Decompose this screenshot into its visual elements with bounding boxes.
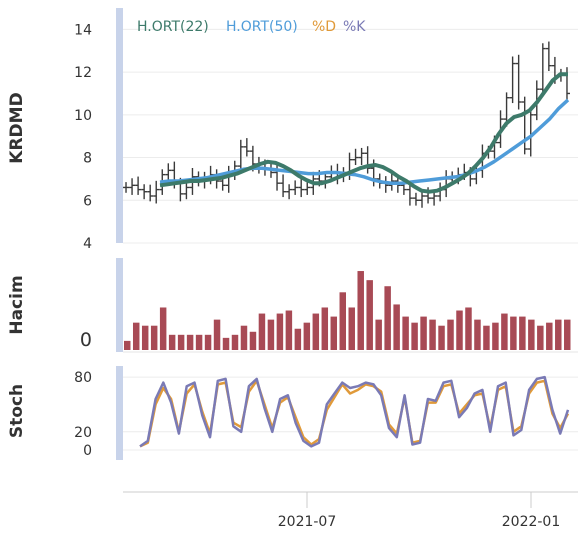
volume-bar: [474, 319, 481, 350]
volume-bar: [132, 322, 140, 350]
legend-ma22[interactable]: H.ORT(22): [137, 19, 209, 35]
volume-bar: [555, 319, 562, 350]
legend-stoch-d[interactable]: %D: [312, 19, 336, 35]
stoch-k-line: [139, 375, 570, 448]
volume-bar: [159, 307, 167, 350]
price-y-tick: 4: [83, 236, 92, 252]
price-y-tick: 6: [83, 193, 92, 209]
volume-bar: [339, 292, 346, 350]
volume-bar: [150, 325, 158, 350]
x-ticks: 2021-07 2022-01: [278, 492, 561, 530]
volume-bar: [177, 334, 185, 350]
stoch-panel-scrollbar[interactable]: [116, 366, 123, 460]
stoch-d-line: [139, 379, 570, 448]
volume-axis-title: Hacim: [7, 275, 27, 334]
volume-bar: [357, 271, 364, 350]
volume-bar: [402, 316, 409, 350]
stoch-y-tick: 20: [74, 425, 92, 441]
volume-bar: [312, 313, 320, 350]
volume-bars: [124, 271, 571, 350]
volume-bar: [213, 319, 221, 350]
legend-stoch-k[interactable]: %K: [343, 19, 366, 35]
price-panel: KRDMD 4 6 8 10 12 14 H.ORT(22) H.ORT(50): [7, 8, 578, 252]
volume-bar: [204, 334, 212, 350]
volume-bar: [258, 313, 266, 350]
volume-bar: [501, 313, 508, 350]
volume-bar: [222, 337, 230, 350]
volume-bar: [141, 325, 149, 350]
volume-bar: [186, 334, 194, 350]
volume-bar: [492, 322, 499, 350]
x-tick-label: 2022-01: [502, 514, 561, 530]
volume-bar: [384, 286, 391, 350]
volume-bar: [420, 316, 427, 350]
volume-bar: [195, 334, 203, 350]
stoch-y-ticks: 0 20 80: [74, 370, 92, 459]
volume-bar: [447, 319, 454, 350]
price-y-tick: 10: [74, 108, 92, 124]
volume-bar: [546, 322, 553, 350]
volume-bar: [285, 310, 293, 350]
volume-bar: [510, 316, 517, 350]
volume-bar: [321, 307, 329, 350]
volume-bar: [519, 316, 526, 350]
volume-bar: [375, 319, 382, 350]
volume-panel: Hacim 0: [7, 258, 578, 353]
volume-bar: [294, 328, 302, 350]
volume-bar: [366, 280, 373, 350]
volume-bar: [528, 319, 535, 350]
volume-bar: [330, 316, 338, 350]
volume-panel-scrollbar[interactable]: [116, 258, 123, 352]
volume-bar: [465, 307, 472, 350]
price-y-tick: 8: [83, 151, 92, 167]
ma22-line: [159, 72, 568, 194]
price-y-tick: 12: [74, 65, 92, 81]
volume-bar: [267, 319, 275, 350]
price-gridlines: [123, 28, 578, 244]
volume-bar: [393, 304, 400, 350]
price-y-tick: 14: [74, 22, 92, 38]
volume-bar: [429, 319, 436, 350]
stoch-y-tick: 80: [74, 370, 92, 386]
price-ohlc-series: [123, 41, 570, 208]
volume-bar: [348, 307, 355, 350]
stoch-axis-title: Stoch: [7, 384, 27, 438]
price-y-ticks: 4 6 8 10 12 14: [74, 22, 92, 252]
volume-bar: [231, 334, 239, 350]
volume-bar: [564, 319, 571, 350]
volume-bar: [276, 313, 284, 350]
x-axis: 2021-07 2022-01: [123, 491, 578, 530]
stoch-y-tick: 0: [83, 443, 92, 459]
price-axis-title: KRDMD: [7, 92, 27, 163]
volume-y-tick: 0: [80, 329, 92, 351]
ma50-line: [159, 98, 570, 185]
volume-bar: [438, 325, 445, 350]
x-tick-label: 2021-07: [278, 514, 337, 530]
legend-ma50[interactable]: H.ORT(50): [226, 19, 298, 35]
volume-bar: [483, 325, 490, 350]
volume-bar: [168, 334, 176, 350]
volume-bar: [411, 322, 418, 350]
volume-bar: [456, 310, 463, 350]
stoch-legend: %D %K: [312, 19, 366, 35]
volume-bar: [537, 325, 544, 350]
volume-bar: [124, 340, 131, 350]
volume-bar: [240, 325, 248, 350]
price-panel-scrollbar[interactable]: [116, 8, 123, 243]
price-legend: H.ORT(22) H.ORT(50): [137, 19, 298, 35]
volume-bar: [303, 322, 311, 350]
stoch-gridlines: [123, 376, 578, 451]
volume-bar: [249, 331, 257, 350]
